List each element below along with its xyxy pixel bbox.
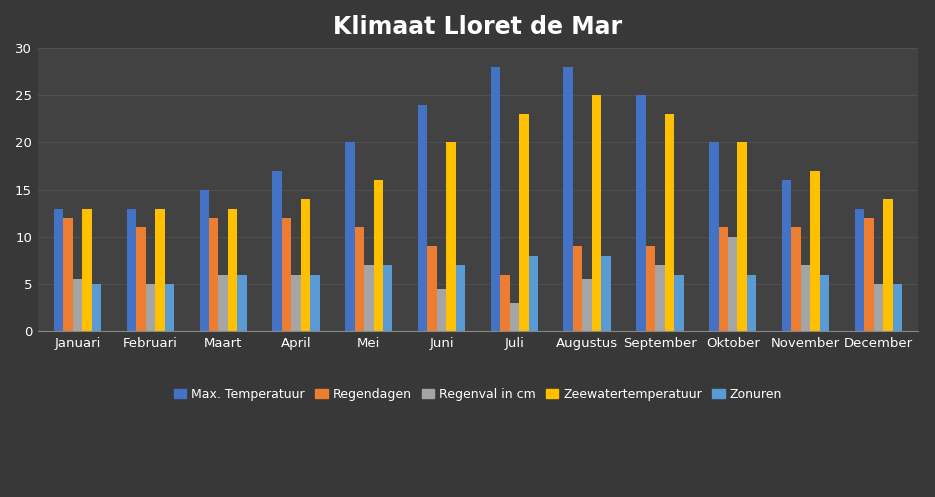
Bar: [747, 275, 756, 331]
Bar: [301, 199, 310, 331]
Bar: [791, 228, 800, 331]
Bar: [665, 114, 674, 331]
Bar: [893, 284, 902, 331]
Bar: [310, 275, 320, 331]
Bar: [373, 180, 383, 331]
Bar: [709, 143, 719, 331]
Bar: [418, 104, 427, 331]
Bar: [510, 303, 519, 331]
Bar: [383, 265, 393, 331]
Bar: [583, 279, 592, 331]
Bar: [738, 143, 747, 331]
Legend: Max. Temperatuur, Regendagen, Regenval in cm, Zeewatertemperatuur, Zonuren: Max. Temperatuur, Regendagen, Regenval i…: [170, 384, 785, 405]
Bar: [281, 218, 291, 331]
Bar: [354, 228, 364, 331]
Bar: [73, 279, 82, 331]
Bar: [855, 209, 864, 331]
Bar: [228, 209, 237, 331]
Bar: [209, 218, 219, 331]
Bar: [564, 67, 573, 331]
Bar: [237, 275, 247, 331]
Bar: [272, 171, 281, 331]
Bar: [528, 256, 538, 331]
Bar: [199, 190, 209, 331]
Bar: [491, 67, 500, 331]
Bar: [165, 284, 174, 331]
Bar: [728, 237, 738, 331]
Bar: [455, 265, 466, 331]
Bar: [500, 275, 510, 331]
Bar: [800, 265, 811, 331]
Bar: [446, 143, 455, 331]
Bar: [146, 284, 155, 331]
Bar: [811, 171, 820, 331]
Bar: [592, 95, 601, 331]
Bar: [127, 209, 137, 331]
Bar: [64, 218, 73, 331]
Bar: [637, 95, 646, 331]
Bar: [437, 289, 446, 331]
Bar: [92, 284, 101, 331]
Bar: [601, 256, 611, 331]
Bar: [573, 247, 583, 331]
Bar: [820, 275, 829, 331]
Bar: [646, 247, 655, 331]
Bar: [655, 265, 665, 331]
Bar: [864, 218, 873, 331]
Bar: [883, 199, 893, 331]
Bar: [219, 275, 228, 331]
Bar: [719, 228, 728, 331]
Bar: [137, 228, 146, 331]
Bar: [674, 275, 683, 331]
Bar: [364, 265, 373, 331]
Bar: [519, 114, 528, 331]
Title: Klimaat Lloret de Mar: Klimaat Lloret de Mar: [334, 15, 623, 39]
Bar: [54, 209, 64, 331]
Bar: [82, 209, 92, 331]
Bar: [873, 284, 883, 331]
Bar: [427, 247, 437, 331]
Bar: [782, 180, 791, 331]
Bar: [345, 143, 354, 331]
Bar: [291, 275, 301, 331]
Bar: [155, 209, 165, 331]
